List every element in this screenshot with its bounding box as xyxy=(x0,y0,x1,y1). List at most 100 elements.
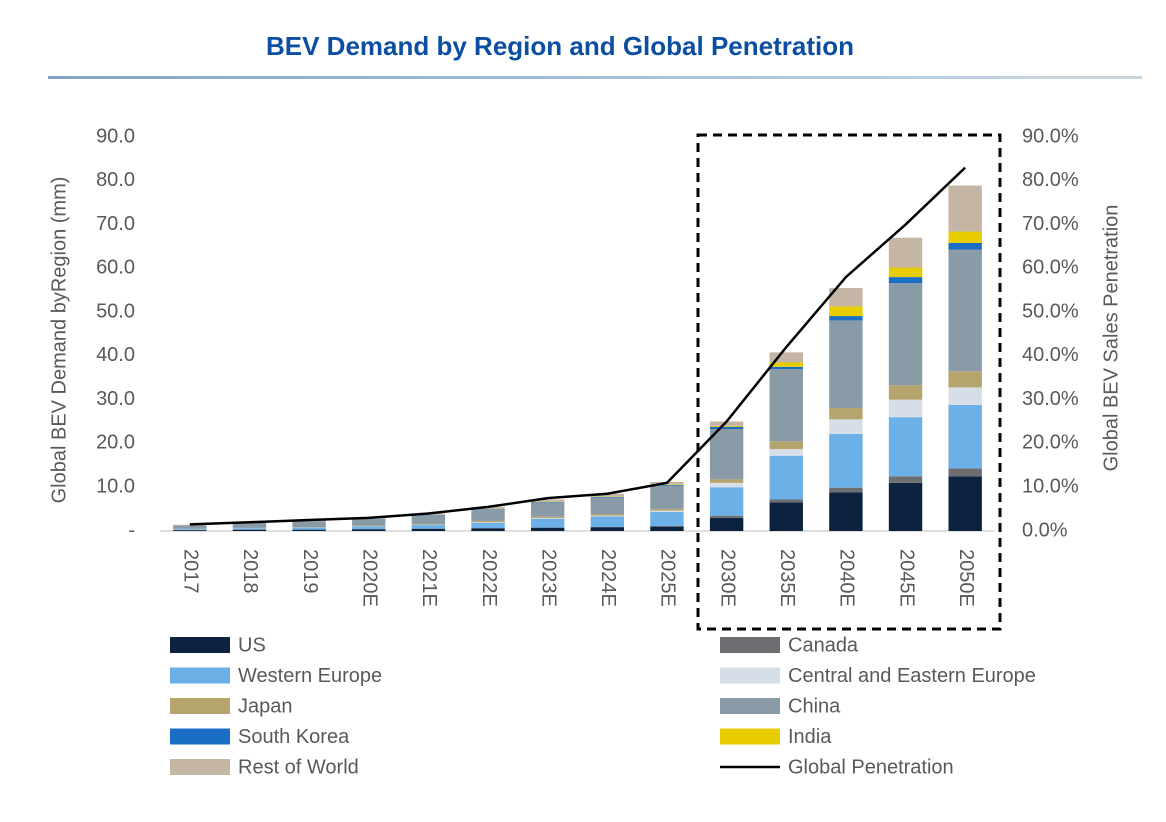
bar-segment xyxy=(530,516,565,519)
x-tick-label: 2030E xyxy=(716,549,738,607)
bar-segment xyxy=(530,527,565,531)
y-tick-label: 90.0 xyxy=(96,125,135,147)
bar-segment xyxy=(888,399,923,418)
bar-segment xyxy=(829,288,863,307)
x-tick-label: 2035E xyxy=(776,549,798,607)
y-tick-label: 70.0 xyxy=(96,213,135,235)
bar-segment xyxy=(948,387,982,405)
bar-segment xyxy=(590,516,625,527)
bar-segment xyxy=(888,385,923,400)
y2-tick-label: 60.0% xyxy=(1022,257,1079,279)
y2-tick-label: 20.0% xyxy=(1022,432,1079,454)
bar-segment xyxy=(232,528,267,530)
legend-swatch xyxy=(170,728,230,745)
bar-segment xyxy=(530,501,565,503)
bar-segment xyxy=(173,529,207,531)
bar-segment xyxy=(769,369,803,442)
y-tick-label: 30.0 xyxy=(96,388,135,410)
header-rule xyxy=(48,76,1142,79)
x-tick-label: 2050E xyxy=(955,549,977,607)
x-tick-label: 2020E xyxy=(358,549,380,607)
bar-segment xyxy=(292,527,326,530)
bar-segment xyxy=(888,277,923,284)
legend-label: China xyxy=(788,695,841,717)
bar-segment xyxy=(948,231,982,243)
bar-segment xyxy=(411,515,446,525)
legend-swatch xyxy=(720,698,780,714)
y2-tick-label: 30.0% xyxy=(1022,388,1079,410)
legend-swatch xyxy=(170,759,230,775)
y-tick-label: 40.0 xyxy=(96,344,135,366)
x-tick-label: 2025E xyxy=(657,549,679,607)
bar-segment xyxy=(650,511,684,526)
bar-segment xyxy=(590,527,625,531)
bar-segment xyxy=(829,306,863,317)
bar-segment xyxy=(590,526,625,528)
bar-segment xyxy=(292,529,326,531)
bar-segment xyxy=(173,530,207,531)
y-tick-label: 50.0 xyxy=(96,300,135,322)
x-tick-label: 2021E xyxy=(418,549,440,607)
bar-segment xyxy=(888,417,923,477)
chart-title: BEV Demand by Region and Global Penetrat… xyxy=(266,31,854,61)
bar-segment xyxy=(471,520,505,523)
bar-segment xyxy=(948,185,982,232)
x-tick-label: 2024E xyxy=(597,549,619,607)
bar-segment xyxy=(173,525,207,529)
bar-segment xyxy=(829,487,863,493)
bar-segment xyxy=(709,517,744,531)
bar-segment xyxy=(948,468,982,477)
bar-segment xyxy=(471,522,505,529)
bar-segment xyxy=(590,514,625,516)
bar-segment xyxy=(352,529,386,531)
bar-segment xyxy=(650,525,684,527)
y-tick-label: 80.0 xyxy=(96,169,135,191)
y2-tick-label: 80.0% xyxy=(1022,169,1079,191)
legend-label: Central and Eastern Europe xyxy=(788,665,1036,687)
bar-segment xyxy=(590,496,625,498)
y2-axis-title: Global BEV Sales Penetration xyxy=(1100,205,1122,472)
bar-segment xyxy=(888,237,923,268)
bar-segment xyxy=(530,499,565,502)
bar-segment xyxy=(948,476,982,531)
bar-segment xyxy=(709,479,744,483)
bar-segment xyxy=(769,441,803,450)
bar-segment xyxy=(709,515,744,518)
bar-segment xyxy=(709,421,744,426)
bar-segment xyxy=(709,482,744,488)
bar-segment xyxy=(769,499,803,503)
bar-segment xyxy=(948,242,982,250)
bar-segment xyxy=(948,249,982,372)
bar-segment xyxy=(829,433,863,488)
y-tick-label: 20.0 xyxy=(96,432,135,454)
bar-segment xyxy=(650,485,684,509)
bar-segment xyxy=(829,492,863,531)
bar-segment xyxy=(769,352,803,363)
legend-label: Rest of World xyxy=(238,756,359,778)
y-tick-label: 10.0 xyxy=(96,476,135,498)
bar-segment xyxy=(471,528,505,531)
y2-tick-label: 0.0% xyxy=(1022,519,1068,541)
bar-segment xyxy=(650,526,684,531)
bar-segment xyxy=(590,497,625,515)
bar-segment xyxy=(232,529,267,531)
bar-segment xyxy=(292,521,326,528)
x-tick-label: 2045E xyxy=(895,549,917,607)
legend-label: US xyxy=(238,634,266,656)
penetration-line xyxy=(189,166,967,526)
bar-segment xyxy=(471,522,505,523)
x-tick-label: 2017 xyxy=(180,549,202,594)
bar-segment xyxy=(590,515,625,517)
bar-segment xyxy=(352,519,386,526)
x-tick-label: 2019 xyxy=(299,549,321,594)
y2-tick-label: 50.0% xyxy=(1022,300,1079,322)
legend-swatch xyxy=(720,667,780,684)
legend-swatch xyxy=(170,698,230,714)
bar-segment xyxy=(769,455,803,500)
bar-segment xyxy=(411,524,446,525)
bar-segment xyxy=(888,283,923,386)
bar-segment xyxy=(650,510,684,512)
legend-label: Global Penetration xyxy=(788,756,954,778)
legend-swatch xyxy=(720,728,780,745)
